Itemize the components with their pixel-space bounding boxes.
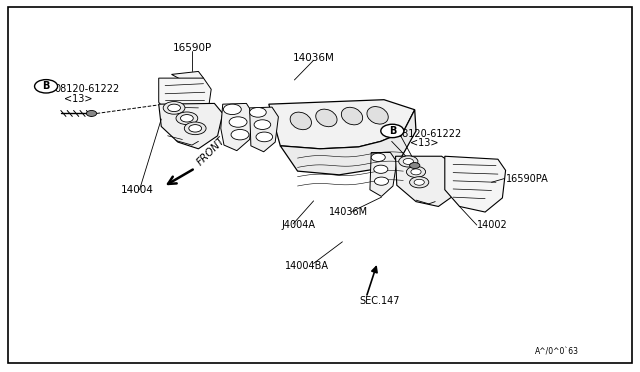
Circle shape [406, 166, 426, 177]
Circle shape [410, 177, 429, 188]
Circle shape [189, 125, 202, 132]
Polygon shape [159, 78, 211, 122]
Circle shape [256, 132, 273, 142]
Polygon shape [280, 110, 416, 175]
Text: B: B [42, 81, 50, 91]
Circle shape [184, 122, 206, 135]
Text: 14036M: 14036M [292, 53, 335, 62]
Polygon shape [370, 153, 397, 196]
Circle shape [176, 112, 198, 125]
Circle shape [180, 115, 193, 122]
Text: 08120-61222: 08120-61222 [397, 129, 462, 139]
Text: FRONT: FRONT [195, 135, 227, 167]
Circle shape [381, 124, 404, 138]
Circle shape [229, 117, 247, 127]
Text: B: B [388, 126, 396, 136]
Text: 16590P: 16590P [172, 44, 212, 53]
Polygon shape [159, 103, 223, 149]
Circle shape [231, 129, 249, 140]
Text: 14036M: 14036M [329, 207, 369, 217]
Circle shape [399, 156, 418, 167]
Circle shape [86, 110, 97, 116]
Text: <13>: <13> [64, 94, 93, 103]
Polygon shape [396, 156, 460, 206]
Circle shape [410, 163, 420, 169]
Ellipse shape [316, 109, 337, 127]
Ellipse shape [290, 112, 312, 130]
Polygon shape [250, 107, 278, 152]
Circle shape [374, 165, 388, 173]
Circle shape [163, 102, 185, 114]
Ellipse shape [341, 107, 363, 125]
Text: J4004A: J4004A [282, 220, 316, 230]
Polygon shape [221, 103, 253, 151]
Circle shape [168, 104, 180, 112]
Circle shape [223, 104, 241, 115]
Text: <13>: <13> [410, 138, 438, 148]
Circle shape [250, 108, 266, 117]
Text: 16590PA: 16590PA [506, 174, 548, 183]
Circle shape [371, 153, 385, 161]
Text: A^/0^0`63: A^/0^0`63 [535, 347, 579, 356]
Circle shape [411, 169, 421, 175]
Text: 14004BA: 14004BA [285, 261, 329, 271]
Ellipse shape [367, 106, 388, 124]
Text: 14002: 14002 [477, 220, 508, 230]
Polygon shape [172, 71, 204, 84]
Circle shape [254, 120, 271, 129]
Text: 08120-61222: 08120-61222 [54, 84, 120, 94]
Polygon shape [269, 100, 415, 149]
Text: 14004: 14004 [121, 185, 154, 195]
Text: SEC.147: SEC.147 [360, 296, 400, 305]
Polygon shape [445, 156, 506, 212]
Circle shape [403, 158, 413, 164]
Circle shape [35, 80, 58, 93]
Circle shape [414, 179, 424, 185]
Circle shape [374, 177, 388, 185]
